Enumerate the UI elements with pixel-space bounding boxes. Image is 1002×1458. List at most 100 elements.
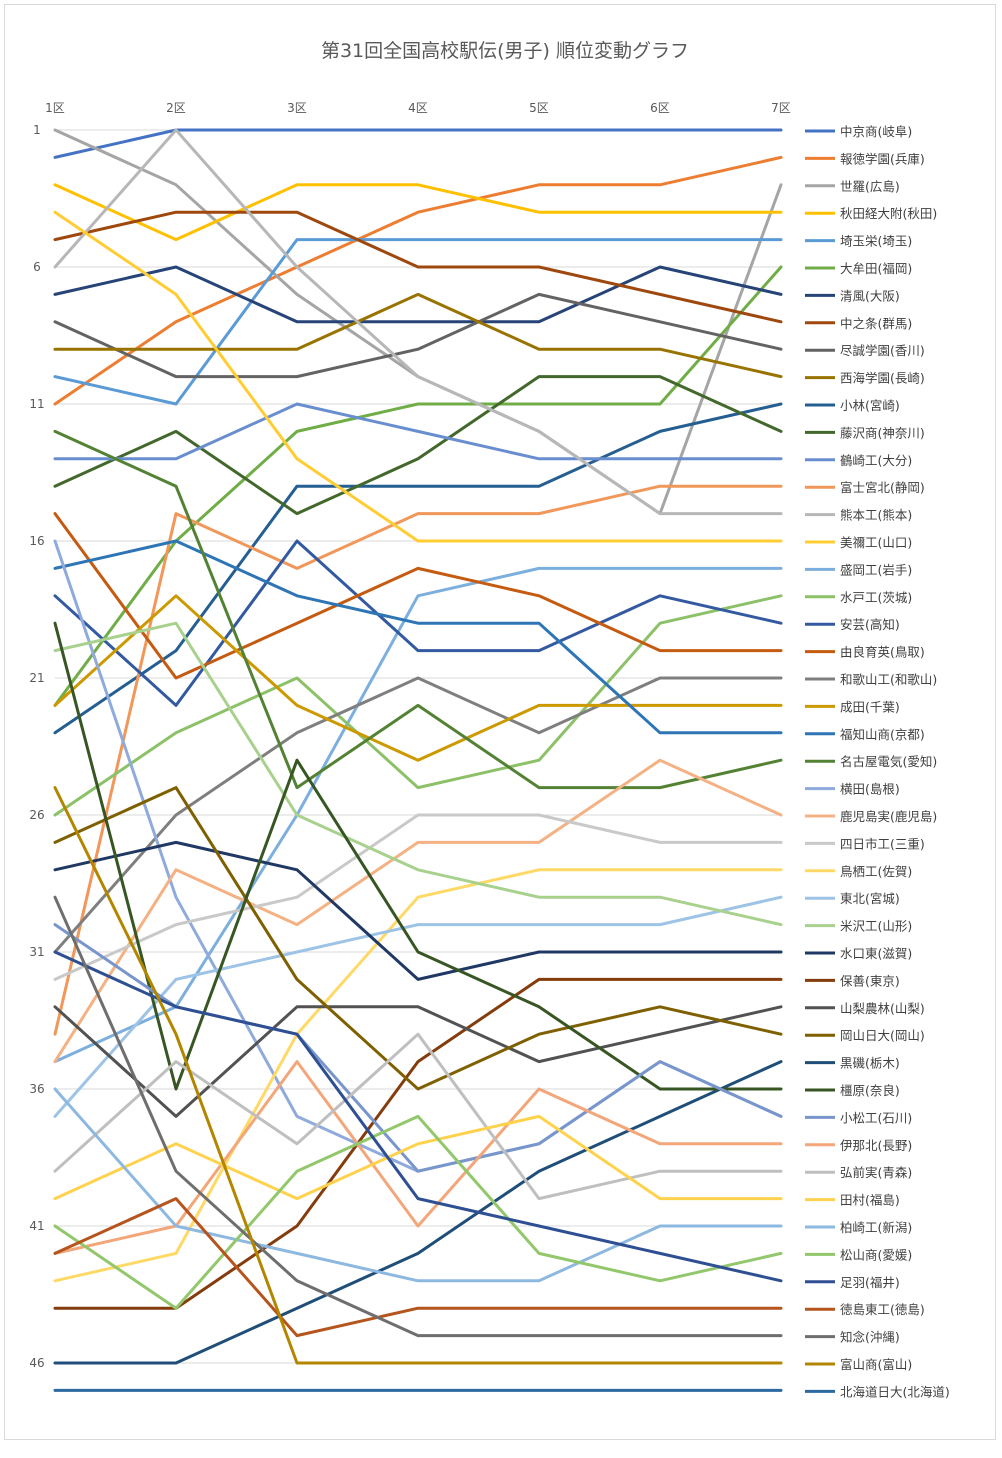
series-line [53,292,783,379]
legend-label: 美禰工(山口) [840,535,912,550]
series-line [53,786,783,1091]
series-line [53,238,783,406]
legend-label: 由良育英(鳥取) [840,645,925,660]
legend-label: 鹿児島実(鹿児島) [840,809,937,824]
x-tick-label: 4区 [408,101,428,115]
series-line [53,868,783,1283]
series-line [53,402,783,735]
series-line [53,1114,783,1310]
series-line [53,1087,783,1283]
legend-label: 弘前実(青森) [840,1165,912,1180]
series-line [53,621,783,1091]
legend-label: 松山商(愛媛) [840,1247,912,1262]
x-tick-label: 6区 [650,101,670,115]
legend-label: 橿原(奈良) [840,1083,900,1098]
legend-label: 安芸(高知) [840,617,900,632]
legend-label: 水口東(滋賀) [840,946,912,961]
legend-label: 藤沢商(神奈川) [840,425,925,440]
legend-label: 保善(東京) [840,973,900,988]
y-tick-label: 41 [29,1219,44,1233]
legend-label: 西海学園(長崎) [840,371,925,386]
series-line [53,512,783,680]
legend-label: 鶴崎工(大分) [840,453,912,468]
legend-label: 北海道日大(北海道) [840,1384,950,1399]
legend-label: 岡山日大(岡山) [840,1028,925,1043]
legend-label: 名古屋電気(愛知) [840,754,937,769]
series-line [53,539,783,707]
series-line [53,402,783,461]
series-line [53,265,783,324]
series-line [53,484,783,1036]
series-line [53,621,783,927]
series-line [53,840,783,981]
y-tick-label: 31 [29,945,44,959]
series-line [53,594,783,762]
series-line [53,895,783,1338]
x-tick-label: 1区 [45,101,65,115]
series-line [53,1197,783,1338]
grid-lines [55,129,782,1364]
series-line [53,1114,783,1201]
legend-label: 熊本工(熊本) [840,508,912,523]
series-line [53,676,783,954]
legend-label: 大牟田(福岡) [840,261,912,276]
legend-label: 黒磯(栃木) [840,1056,900,1071]
legend-label: 知念(沖縄) [840,1330,900,1345]
legend-label: 伊那北(長野) [840,1138,912,1153]
series-line [53,786,783,1365]
series-line [53,429,783,790]
y-tick-label: 1 [33,123,41,137]
x-tick-label: 5区 [529,101,549,115]
legend-label: 福知山商(京都) [840,727,925,742]
series-line [53,813,783,981]
legend-label: 和歌山工(和歌山) [840,672,937,687]
y-tick-label: 26 [29,808,44,822]
series-line [53,375,783,516]
series-line [53,183,783,242]
y-tick-label: 16 [29,534,44,548]
legend-label: 中之条(群馬) [840,316,912,331]
legend-label: 柏崎工(新潟) [840,1220,912,1235]
legend-label: 鳥栖工(佐賀) [840,864,912,879]
x-tick-label: 7区 [771,101,791,115]
series-line [53,895,783,1118]
series-line [53,950,783,1283]
series-lines [53,128,783,1392]
series-line [53,1005,783,1118]
chart-title: 第31回全国高校駅伝(男子) 順位変動グラフ [321,40,689,62]
legend-label: 東北(宮城) [840,891,900,906]
x-tick-label: 2区 [166,101,186,115]
legend-label: 中京商(岐阜) [840,124,912,139]
series-line [53,210,783,543]
series-line [53,155,783,406]
legend-label: 四日市工(三重) [840,836,925,851]
legend-label: 水戸工(茨城) [840,590,912,605]
y-tick-label: 6 [33,260,41,274]
legend-label: 足羽(福井) [840,1275,900,1290]
legend-label: 秋田経大附(秋田) [840,206,937,221]
legend-label: 埼玉栄(埼玉) [840,234,912,249]
legend-label: 清風(大阪) [840,288,900,303]
series-line [53,594,783,817]
legend-label: 山梨農林(山梨) [840,1001,925,1016]
legend-label: 世羅(広島) [840,179,900,194]
series-line [53,758,783,1064]
legend-label: 横田(島根) [840,782,900,797]
legend-label: 徳島東工(徳島) [840,1302,925,1317]
legend-label: 田村(福島) [840,1193,900,1208]
legend-label: 報徳学園(兵庫) [840,151,925,166]
x-tick-label: 3区 [287,101,307,115]
legend-label: 小松工(石川) [840,1110,912,1125]
series-line [53,210,783,324]
legend-label: 盛岡工(岩手) [840,562,912,577]
series-line [53,539,783,735]
legend-label: 富士宮北(静岡) [840,480,925,495]
series-line [53,539,783,1173]
legend: 中京商(岐阜) 報徳学園(兵庫) 世羅(広島) 秋田経大附(秋田) 埼玉栄(埼玉) 大牟田… [805,124,950,1399]
legend-label: 小林(宮崎) [840,398,900,413]
legend-label: 富山商(富山) [840,1357,912,1372]
legend-label: 米沢工(山形) [840,919,912,934]
series-line [53,1032,783,1201]
